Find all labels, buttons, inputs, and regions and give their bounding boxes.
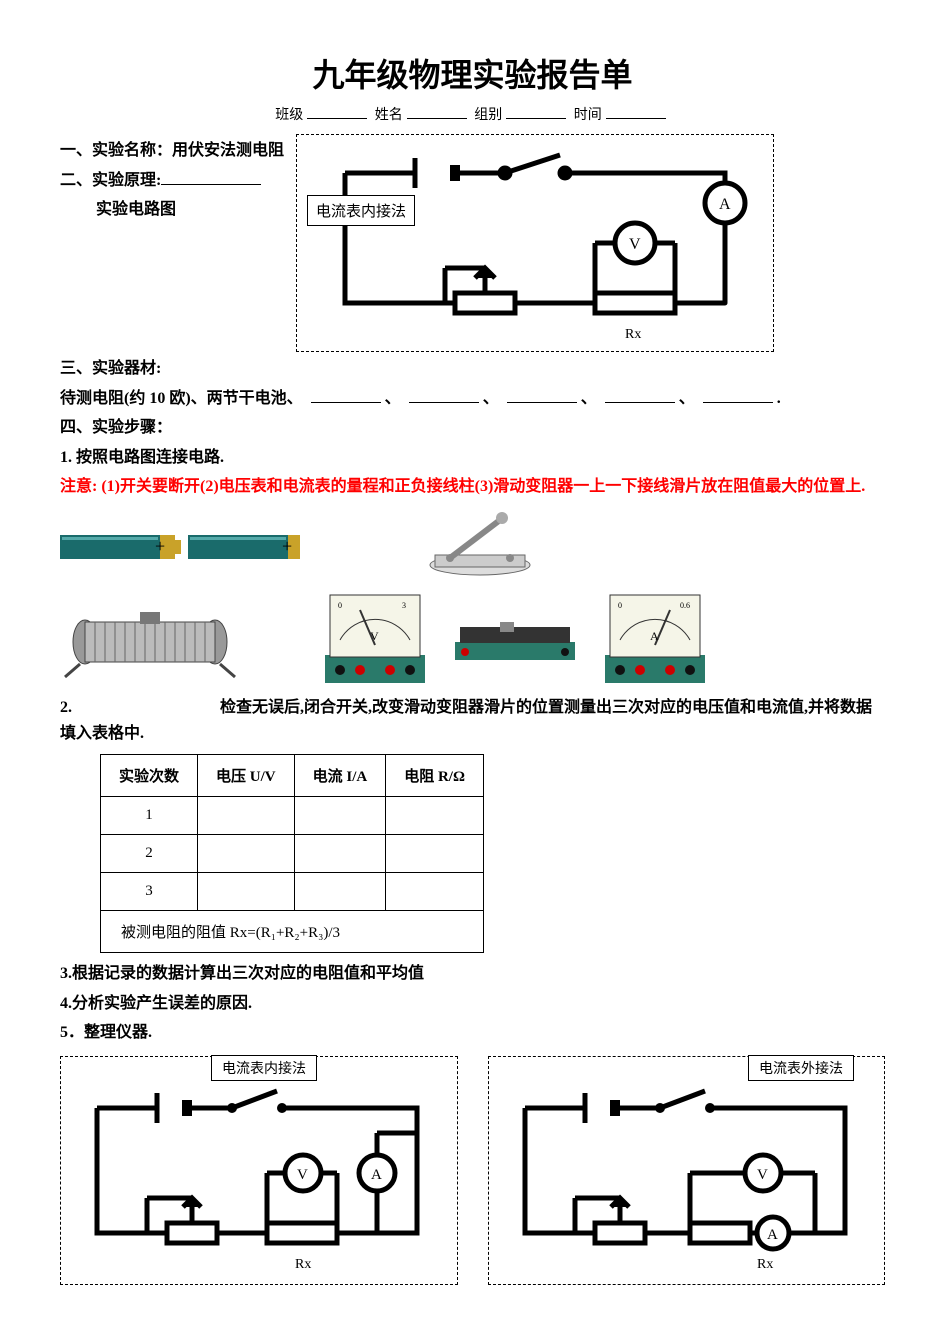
- section-4: 四、实验步骤：: [60, 415, 885, 441]
- group-blank: [506, 118, 566, 119]
- name-blank: [407, 118, 467, 119]
- section-1: 一、实验名称：用伏安法测电阻: [60, 138, 284, 164]
- svg-text:A: A: [371, 1167, 382, 1183]
- svg-text:Rx: Rx: [757, 1257, 773, 1272]
- materials-line: 待测电阻(约 10 欧)、两节干电池、 、 、 、 、 .: [60, 386, 885, 412]
- slide-rheostat-icon: [450, 612, 580, 662]
- circuit-diagram-2: 电流表内接法 Rx: [60, 1056, 458, 1285]
- step-5: 5．整理仪器.: [60, 1020, 885, 1046]
- th-resistance: 电阻 R/Ω: [386, 755, 484, 797]
- svg-text:0: 0: [618, 601, 622, 610]
- equipment-row-2: V 0 3 A 0 0.6: [60, 590, 885, 685]
- section-2: 二、实验原理:: [60, 168, 284, 194]
- principle-blank: [161, 184, 261, 185]
- circuit1-svg: Rx V A: [305, 143, 755, 343]
- group-label: 组别: [474, 108, 502, 123]
- ammeter-icon: A 0 0.6: [600, 590, 710, 685]
- svg-text:V: V: [629, 236, 641, 253]
- step-1: 1. 按照电路图连接电路.: [60, 445, 885, 471]
- name-label: 姓名: [375, 108, 403, 123]
- battery-icon: + +: [60, 520, 300, 570]
- table-row: 3: [101, 873, 484, 911]
- time-blank: [606, 118, 666, 119]
- page-title: 九年级物理实验报告单: [60, 50, 885, 96]
- data-table: 实验次数 电压 U/V 电流 I/A 电阻 R/Ω 1 2 3 被测电阻的阻值 …: [100, 754, 484, 953]
- circuit1-label: 电流表内接法: [307, 195, 415, 226]
- step-4: 4.分析实验产生误差的原因.: [60, 991, 885, 1017]
- svg-text:3: 3: [402, 601, 406, 610]
- table-row: 1: [101, 797, 484, 835]
- table-header-row: 实验次数 电压 U/V 电流 I/A 电阻 R/Ω: [101, 755, 484, 797]
- voltmeter-icon: V 0 3: [320, 590, 430, 685]
- svg-text:A: A: [650, 629, 659, 643]
- circuit-diagram-3: 电流表外接法 Rx: [488, 1056, 886, 1285]
- svg-text:V: V: [297, 1167, 308, 1183]
- svg-text:Rx: Rx: [295, 1257, 311, 1272]
- svg-text:V: V: [370, 629, 379, 643]
- th-voltage: 电压 U/V: [198, 755, 295, 797]
- svg-text:A: A: [767, 1227, 778, 1243]
- svg-text:0.6: 0.6: [680, 601, 690, 610]
- th-current: 电流 I/A: [294, 755, 386, 797]
- switch-icon: [420, 510, 540, 580]
- circuit2-label: 电流表内接法: [211, 1055, 317, 1081]
- svg-text:V: V: [757, 1167, 768, 1183]
- section-2-sub: 实验电路图: [60, 197, 284, 223]
- caution-text: 注意: (1)开关要断开(2)电压表和电流表的量程和正负接线柱(3)滑动变阻器一…: [60, 474, 885, 500]
- rheostat-icon: [60, 592, 240, 682]
- circuit-diagram-1: 电流表内接法: [296, 134, 774, 352]
- table-formula-row: 被测电阻的阻值 Rx=(R₁+R₂+R₃)/3: [101, 911, 484, 953]
- rx-label: Rx: [625, 327, 641, 342]
- table-row: 2: [101, 835, 484, 873]
- class-blank: [307, 118, 367, 119]
- section-3: 三、实验器材:: [60, 356, 885, 382]
- th-trial: 实验次数: [101, 755, 198, 797]
- circuit3-label: 电流表外接法: [748, 1055, 854, 1081]
- svg-text:A: A: [719, 196, 731, 213]
- form-row: 班级 姓名 组别 时间: [60, 104, 885, 124]
- equipment-row: + +: [60, 510, 885, 580]
- time-label: 时间: [574, 108, 602, 123]
- step-3: 3.根据记录的数据计算出三次对应的电阻值和平均值: [60, 961, 885, 987]
- step-2: 2. 检查无误后,闭合开关,改变滑动变阻器滑片的位置测量出三次对应的电压值和电流…: [60, 695, 885, 746]
- svg-text:0: 0: [338, 601, 342, 610]
- class-label: 班级: [275, 108, 303, 123]
